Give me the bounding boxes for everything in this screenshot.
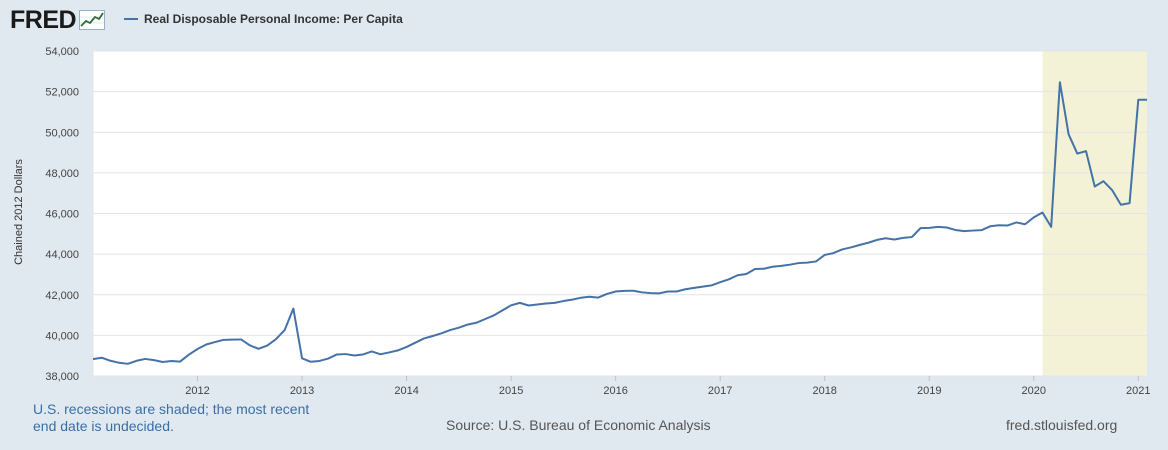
y-tick-label: 44,000	[45, 249, 79, 261]
series-layer	[92, 81, 1147, 365]
y-tick-label: 42,000	[45, 290, 79, 302]
y-tick-label: 40,000	[45, 330, 79, 342]
legend-swatch	[124, 18, 138, 20]
x-tick-label: 2015	[499, 385, 523, 397]
fred-url-link[interactable]: fred.stlouisfed.org	[1006, 417, 1118, 433]
x-tick-label: 2012	[185, 385, 209, 397]
y-tick-label: 46,000	[45, 209, 79, 221]
y-tick-label: 38,000	[45, 371, 79, 383]
y-tick-labels: 38,000 40,000 42,000 44,000 46,000 48,000 50,0…	[45, 46, 79, 383]
y-tick-label: 50,000	[45, 127, 79, 139]
x-tick-label: 2018	[812, 385, 836, 397]
x-tick-label: 2021	[1126, 385, 1150, 397]
x-tick-labels: 2012 2013 2014 2015 2016 2017 2018 2019 2020 2021	[185, 376, 1151, 397]
chart-line-icon	[79, 10, 106, 30]
recession-note: U.S. recessions are shaded; the most rec…	[33, 401, 310, 434]
grid-layer	[92, 50, 1147, 377]
x-tick-label: 2019	[917, 385, 941, 397]
x-tick-label: 2013	[290, 385, 314, 397]
x-tick-label: 2020	[1022, 385, 1046, 397]
chart-legend[interactable]: Real Disposable Personal Income: Per Cap…	[124, 12, 403, 26]
x-tick-label: 2016	[603, 385, 627, 397]
fred-logo-text: FRED	[10, 5, 77, 34]
y-tick-label: 48,000	[45, 168, 79, 180]
y-tick-label: 52,000	[45, 87, 79, 99]
x-tick-label: 2014	[394, 385, 418, 397]
fred-logo[interactable]: FRED	[10, 5, 106, 34]
y-tick-label: 54,000	[45, 46, 79, 58]
source-label: Source: U.S. Bureau of Economic Analysis	[446, 417, 711, 433]
legend-label: Real Disposable Personal Income: Per Cap…	[144, 12, 403, 26]
series-line[interactable]	[92, 81, 1147, 365]
x-tick-label: 2017	[708, 385, 732, 397]
